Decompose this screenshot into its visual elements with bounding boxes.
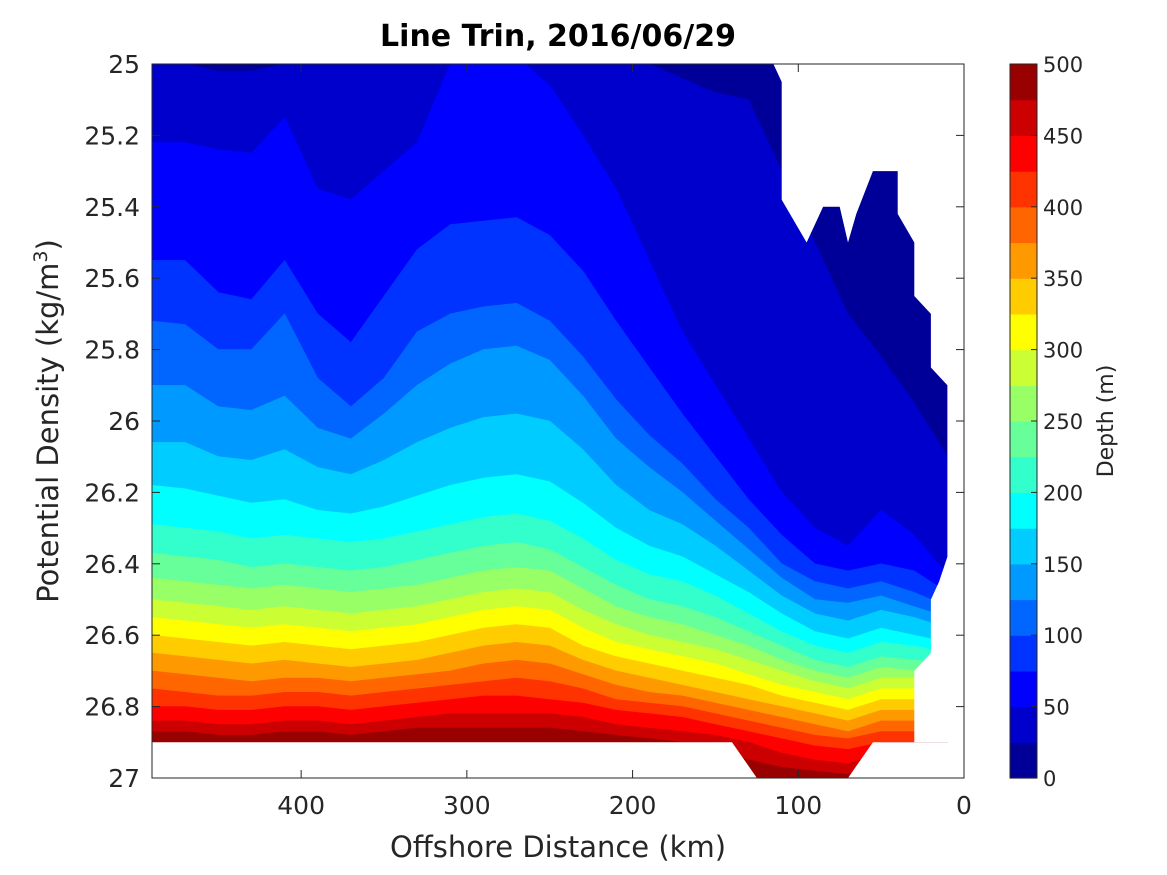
- contour-fills: [152, 64, 964, 778]
- y-axis-label-main: Potential Density (kg/m: [31, 263, 65, 603]
- colorbar-segment-10: [1010, 385, 1037, 422]
- colorbar-tick-label: 0: [1043, 767, 1056, 791]
- colorbar-segment-7: [1010, 492, 1037, 529]
- colorbar-segment-16: [1010, 171, 1037, 208]
- colorbar-segment-19: [1010, 64, 1037, 101]
- y-tick-label: 25.8: [84, 336, 140, 365]
- colorbar-segment-12: [1010, 313, 1037, 351]
- y-axis-label-superscript: 3: [30, 250, 52, 262]
- y-tick-label: 25.6: [84, 264, 140, 293]
- colorbar-segment-15: [1010, 206, 1037, 244]
- x-tick-label: 0: [956, 791, 972, 820]
- x-axis-label: Offshore Distance (km): [390, 830, 726, 864]
- y-tick-label: 25.2: [84, 121, 140, 150]
- colorbar-segment-5: [1010, 563, 1037, 601]
- colorbar-segment-3: [1010, 635, 1037, 672]
- colorbar-tick-label: 100: [1043, 624, 1083, 648]
- colorbar-label: Depth (m): [1094, 365, 1119, 478]
- colorbar-segment-0: [1010, 742, 1037, 779]
- colorbar-segment-11: [1010, 349, 1037, 386]
- colorbar-segment-14: [1010, 242, 1037, 279]
- colorbar-segment-1: [1010, 706, 1037, 743]
- x-tick-label: 300: [443, 791, 491, 820]
- colorbar-tick-label: 500: [1043, 53, 1083, 77]
- colorbar-tick-label: 400: [1043, 196, 1083, 220]
- colorbar-segment-18: [1010, 99, 1037, 136]
- y-tick-label: 25: [108, 50, 140, 79]
- y-axis: 25 25.2 25.4 25.6 25.8 26 26.2 26.4 26.6 26.8 27: [84, 50, 964, 793]
- y-tick-label: 25.4: [84, 193, 140, 222]
- y-tick-label: 26.8: [84, 693, 140, 722]
- colorbar-segment-17: [1010, 135, 1037, 172]
- colorbar-segment-9: [1010, 421, 1037, 458]
- colorbar-tick-label: 150: [1043, 553, 1083, 577]
- no-data-mask-bottom: [152, 742, 964, 778]
- colorbar-segment-8: [1010, 456, 1037, 493]
- y-axis-label: Potential Density (kg/m3): [30, 239, 65, 603]
- y-axis-label-close: ): [31, 239, 65, 250]
- colorbar-tick-label: 200: [1043, 481, 1083, 505]
- colorbar-tick-label: 450: [1043, 124, 1083, 148]
- y-tick-label: 26: [108, 407, 140, 436]
- colorbar-tick-label: 350: [1043, 267, 1083, 291]
- chart-title: Line Trin, 2016/06/29: [380, 19, 736, 54]
- x-tick-label: 200: [609, 791, 657, 820]
- colorbar-tick-label: 300: [1043, 339, 1083, 363]
- y-tick-label: 26.4: [84, 550, 140, 579]
- x-tick-label: 400: [277, 791, 325, 820]
- colorbar-segment-2: [1010, 670, 1037, 708]
- y-tick-label: 26.2: [84, 478, 140, 507]
- colorbar-tick-label: 50: [1043, 696, 1070, 720]
- colorbar-segment-6: [1010, 528, 1037, 565]
- colorbar: 0 50 100 150 200 250 300 350 400 450 500: [1009, 53, 1083, 791]
- colorbar-segment-4: [1010, 599, 1037, 636]
- y-tick-label: 27: [108, 764, 140, 793]
- no-data-mask-right: [773, 64, 964, 743]
- x-axis: 400 300 200 100 0: [277, 64, 972, 820]
- colorbar-segment-13: [1010, 278, 1037, 315]
- x-tick-label: 100: [774, 791, 822, 820]
- colorbar-tick-label: 250: [1043, 410, 1083, 434]
- y-tick-label: 26.6: [84, 621, 140, 650]
